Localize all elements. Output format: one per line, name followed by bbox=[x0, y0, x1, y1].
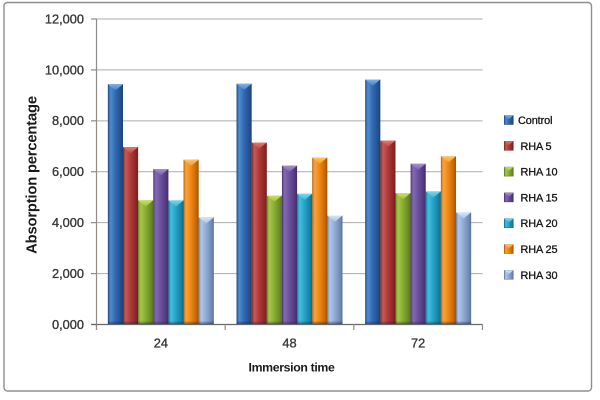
svg-text:RHA 25: RHA 25 bbox=[521, 244, 558, 256]
svg-text:8,000: 8,000 bbox=[52, 113, 84, 128]
svg-text:RHA 30: RHA 30 bbox=[521, 270, 558, 282]
svg-text:0,000: 0,000 bbox=[52, 317, 84, 332]
svg-text:RHA 15: RHA 15 bbox=[521, 192, 558, 204]
svg-text:72: 72 bbox=[411, 336, 425, 351]
svg-text:24: 24 bbox=[154, 336, 168, 351]
svg-text:12,000: 12,000 bbox=[45, 11, 84, 26]
svg-text:Immersion time: Immersion time bbox=[249, 361, 335, 375]
svg-text:Control: Control bbox=[518, 115, 552, 127]
svg-text:RHA 20: RHA 20 bbox=[521, 218, 558, 230]
svg-text:48: 48 bbox=[282, 336, 296, 351]
svg-text:RHA 10: RHA 10 bbox=[521, 167, 558, 179]
svg-text:2,000: 2,000 bbox=[52, 266, 84, 281]
svg-text:6,000: 6,000 bbox=[52, 164, 84, 179]
svg-text:4,000: 4,000 bbox=[52, 215, 84, 230]
svg-text:Absorption percentage: Absorption percentage bbox=[25, 96, 41, 254]
svg-text:10,000: 10,000 bbox=[45, 62, 84, 77]
svg-text:RHA 5: RHA 5 bbox=[521, 141, 552, 153]
